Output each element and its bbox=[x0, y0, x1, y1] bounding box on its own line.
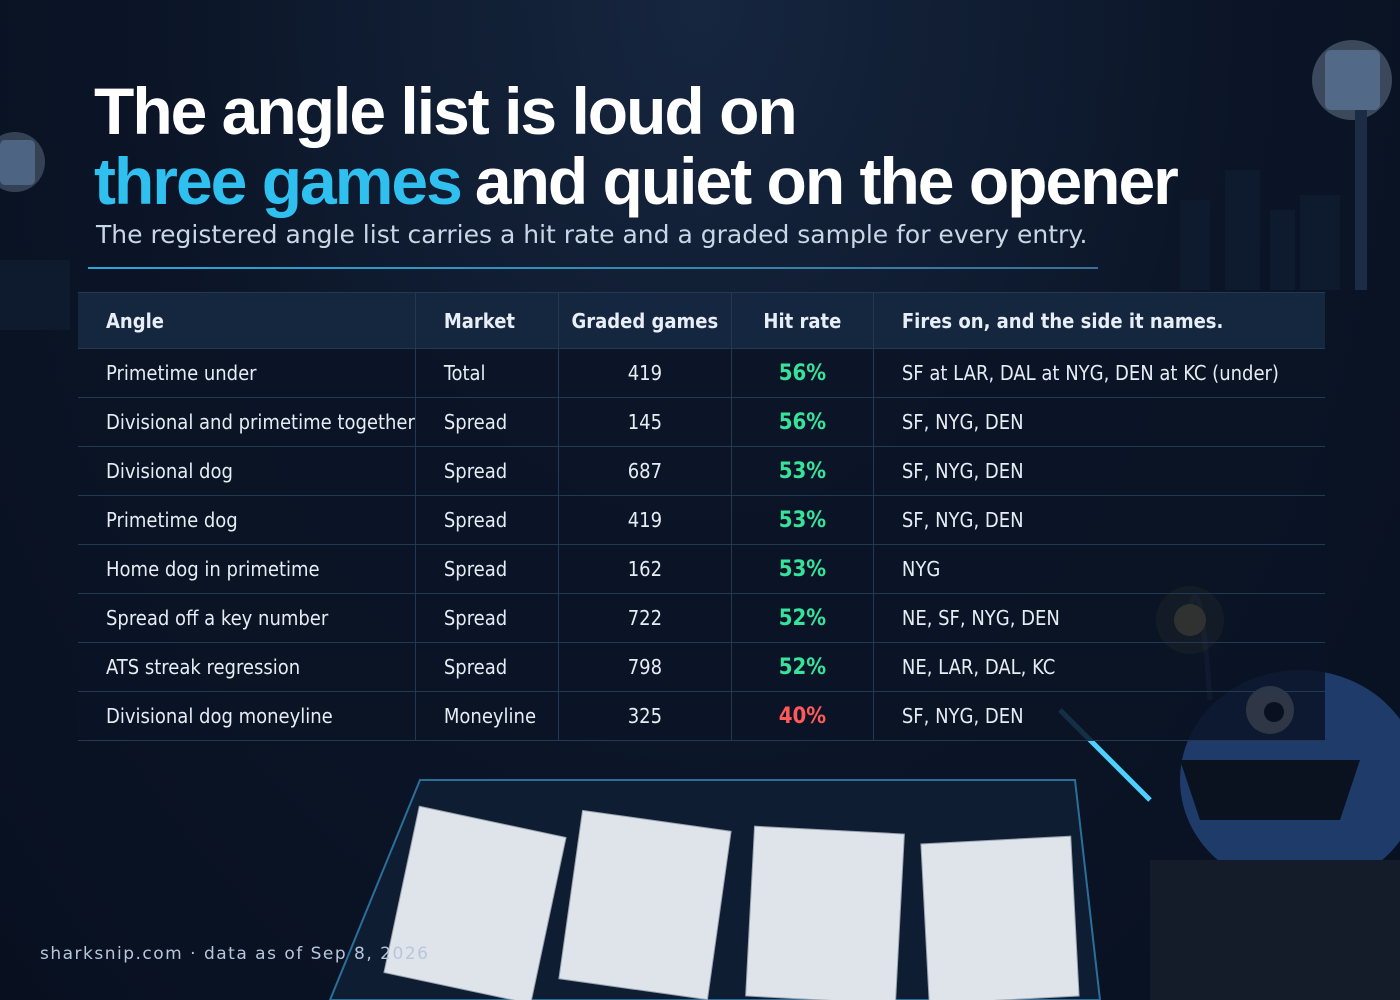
skyline bbox=[0, 170, 1340, 330]
table-cell: SF, NYG, DEN bbox=[872, 397, 1325, 447]
subtitle: The registered angle list carries a hit … bbox=[96, 220, 1088, 249]
table-cell: 40% bbox=[730, 691, 874, 741]
table-cell: 419 bbox=[557, 495, 732, 545]
column-header: Market bbox=[414, 292, 559, 349]
table-row: Spread off a key number Spread 722 52% NE, S… bbox=[78, 593, 1325, 643]
table-cell: Divisional dog moneyline bbox=[78, 691, 416, 741]
table-cell: SF, NYG, DEN bbox=[872, 446, 1325, 496]
stadium-lights bbox=[0, 40, 1392, 290]
table-cell: NE, LAR, DAL, KC bbox=[872, 642, 1325, 692]
table-cell: Moneyline bbox=[414, 691, 559, 741]
table-cell: ATS streak regression bbox=[78, 642, 416, 692]
table-cell: 162 bbox=[557, 544, 732, 594]
table-cell: 52% bbox=[730, 593, 874, 643]
table-cell: 52% bbox=[730, 642, 874, 692]
table-cell: 722 bbox=[557, 593, 732, 643]
table-cell: Spread bbox=[414, 642, 559, 692]
table-cell: Spread bbox=[414, 495, 559, 545]
column-header: Angle bbox=[78, 292, 416, 349]
table-cell: Spread bbox=[414, 544, 559, 594]
table-cell: Spread bbox=[414, 593, 559, 643]
table-cell: 53% bbox=[730, 495, 874, 545]
table-row: Divisional dog Spread 687 53% SF, NYG, DEN bbox=[78, 446, 1325, 496]
table-cell: 53% bbox=[730, 544, 874, 594]
table-cell: NE, SF, NYG, DEN bbox=[872, 593, 1325, 643]
footer-source: sharksnip.com · data as of Sep 8, 2026 bbox=[40, 944, 430, 964]
divider bbox=[88, 267, 1098, 269]
table-cell: Primetime under bbox=[78, 348, 416, 398]
table-cell: Spread bbox=[414, 397, 559, 447]
table-cell: SF at LAR, DAL at NYG, DEN at KC (under) bbox=[872, 348, 1325, 398]
header-row: Angle Market Graded games Hit rate Fires on,… bbox=[78, 292, 1325, 349]
table-cell: 325 bbox=[557, 691, 732, 741]
column-header: Hit rate bbox=[730, 292, 874, 349]
table-cell: Spread off a key number bbox=[78, 593, 416, 643]
table-row: Home dog in primetime Spread 162 53% NYG bbox=[78, 544, 1325, 594]
column-header: Graded games bbox=[557, 292, 732, 349]
column-header: Fires on, and the side it names. bbox=[872, 292, 1325, 349]
table-cell: 798 bbox=[557, 642, 732, 692]
angle-table: Angle Market Graded games Hit rate Fires on,… bbox=[78, 292, 1325, 741]
table-cell: 687 bbox=[557, 446, 732, 496]
table-cell: Divisional dog bbox=[78, 446, 416, 496]
table-row: Primetime dog Spread 419 53% SF, NYG, DEN bbox=[78, 495, 1325, 545]
table-cell: SF, NYG, DEN bbox=[872, 495, 1325, 545]
table-row: Divisional dog moneyline Moneyline 325 40% S… bbox=[78, 691, 1325, 741]
table-cell: 53% bbox=[730, 446, 874, 496]
title-highlight: three games bbox=[94, 144, 463, 218]
table-body: Primetime under Total 419 56% SF at LAR, DAL… bbox=[78, 348, 1325, 741]
table-cell: 56% bbox=[730, 397, 874, 447]
table-row: Primetime under Total 419 56% SF at LAR, DAL… bbox=[78, 348, 1325, 398]
table-row: ATS streak regression Spread 798 52% NE, LAR… bbox=[78, 642, 1325, 692]
table-row: Divisional and primetime together Spread 1… bbox=[78, 397, 1325, 447]
table-cell: SF, NYG, DEN bbox=[872, 691, 1325, 741]
table-cell: 145 bbox=[557, 397, 732, 447]
table-cell: NYG bbox=[872, 544, 1325, 594]
table-cell: Home dog in primetime bbox=[78, 544, 416, 594]
table-cell: Total bbox=[414, 348, 559, 398]
table-cell: Primetime dog bbox=[78, 495, 416, 545]
tickets bbox=[383, 805, 1080, 1000]
table-cell: Spread bbox=[414, 446, 559, 496]
title-line: The angle list is loud on bbox=[94, 74, 798, 148]
table-cell: 419 bbox=[557, 348, 732, 398]
table-cell: 56% bbox=[730, 348, 874, 398]
title-line: three games and quiet on the opener bbox=[94, 148, 1179, 214]
title-rest: and quiet on the opener bbox=[474, 144, 1179, 218]
table-cell: Divisional and primetime together bbox=[78, 397, 416, 447]
